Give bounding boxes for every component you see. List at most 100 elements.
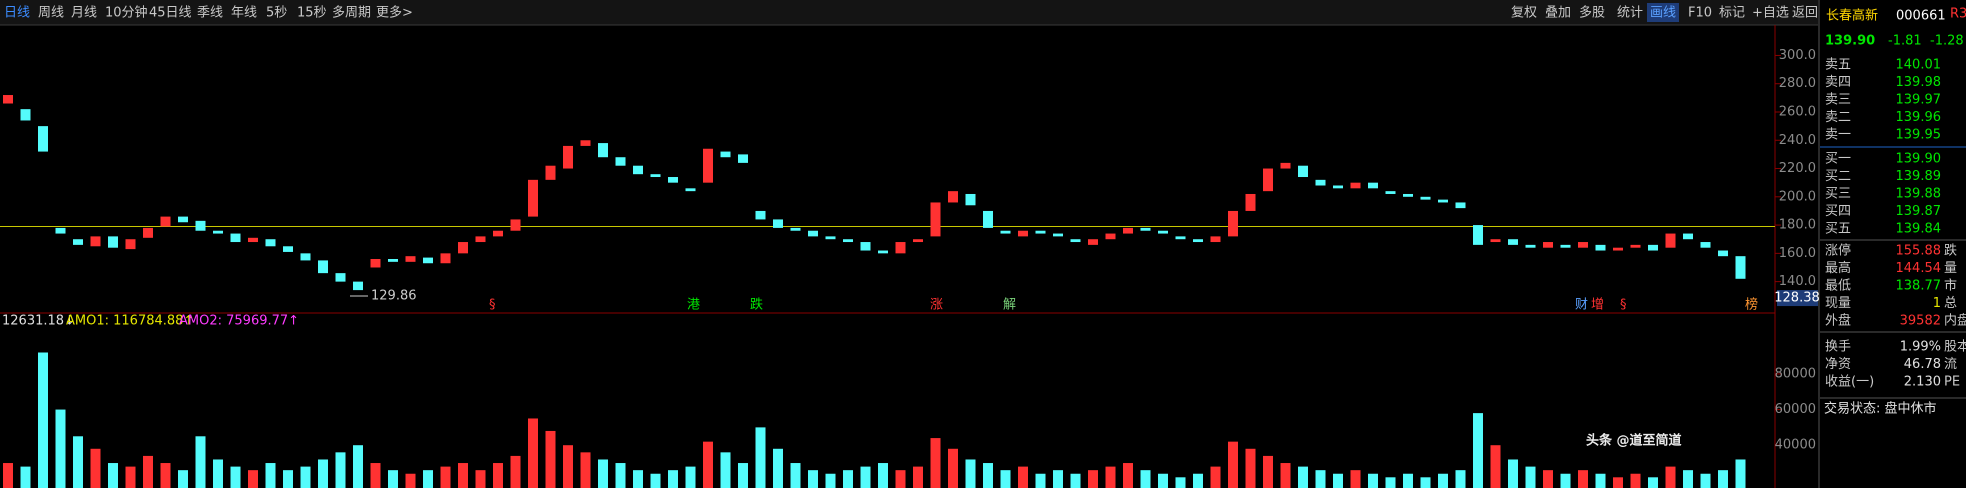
- price-marker: [1777, 290, 1818, 307]
- volume-bar: [825, 473, 836, 488]
- candle: [615, 157, 626, 166]
- candle: [1315, 179, 1326, 186]
- volume-bar: [773, 448, 783, 488]
- toolbar-button[interactable]: 多股: [1579, 5, 1605, 21]
- candle: [1455, 202, 1466, 209]
- volume-bar: [1420, 477, 1431, 488]
- toolbar-button[interactable]: 复权: [1511, 5, 1537, 21]
- stock-name: 长春高新: [1826, 8, 1878, 24]
- y-tick-label: 140.0: [1779, 274, 1816, 289]
- book-label: 卖四: [1825, 75, 1851, 90]
- candle: [38, 126, 48, 152]
- toolbar-tab[interactable]: 多周期: [332, 5, 371, 21]
- candle: [1385, 191, 1396, 194]
- book-label: 买一: [1825, 152, 1851, 167]
- toolbar-tab[interactable]: 45日线: [149, 6, 192, 21]
- toolbar-button[interactable]: 叠加: [1545, 6, 1571, 21]
- indicator-label: AMO2: 75969.77↑: [179, 314, 299, 329]
- stat-value: 1.99%: [1900, 340, 1941, 355]
- index-tag: R300: [1950, 7, 1966, 22]
- stat-value: 39582: [1900, 314, 1941, 329]
- event-label: 涨: [930, 298, 943, 313]
- candle: [1700, 242, 1711, 248]
- toolbar-tab[interactable]: 日线: [4, 6, 30, 21]
- stat-label: 外盘: [1825, 313, 1851, 329]
- book-price: 139.96: [1896, 110, 1942, 125]
- candle: [125, 239, 136, 250]
- volume-bar: [965, 459, 976, 488]
- candle: [1175, 236, 1186, 240]
- volume-bar: [528, 418, 538, 488]
- candle: [1193, 239, 1203, 243]
- volume-bar: [843, 470, 853, 488]
- candle: [1525, 244, 1536, 248]
- candle: [948, 191, 958, 203]
- candle: [1350, 182, 1361, 189]
- volume-bar: [1315, 470, 1326, 488]
- book-label: 买二: [1825, 169, 1851, 184]
- candle: [1053, 233, 1063, 237]
- book-price: 140.01: [1896, 58, 1942, 73]
- volume-bar: [178, 470, 188, 488]
- toolbar-button[interactable]: F10: [1688, 6, 1712, 21]
- toolbar-button[interactable]: 标记: [1719, 6, 1745, 21]
- volume-bar: [1140, 470, 1151, 488]
- volume-bar: [335, 452, 346, 488]
- volume-bar: [1368, 473, 1378, 488]
- volume-bar: [790, 463, 801, 488]
- toolbar-button[interactable]: 统计: [1617, 6, 1643, 21]
- toolbar-tab[interactable]: 年线: [231, 6, 257, 21]
- volume-bar: [808, 470, 818, 488]
- toolbar-tab[interactable]: 10分钟: [105, 5, 148, 21]
- candle: [1718, 250, 1728, 257]
- volume-bar: [1700, 473, 1711, 488]
- book-price: 139.97: [1896, 93, 1942, 108]
- candle: [598, 143, 608, 158]
- candle: [1735, 256, 1746, 279]
- volume-bar: [930, 438, 941, 488]
- toolbar-tab[interactable]: 月线: [71, 6, 97, 21]
- toolbar-button[interactable]: 画线: [1650, 6, 1676, 21]
- book-price: 139.84: [1896, 222, 1942, 237]
- volume-bar: [1000, 470, 1011, 488]
- toolbar-tab[interactable]: 周线: [38, 6, 64, 21]
- toolbar-tab[interactable]: 5秒: [266, 6, 287, 21]
- candle: [283, 246, 293, 252]
- stat-extra: 内盘: [1944, 313, 1966, 329]
- indicator-label: 12631.18↓: [2, 314, 75, 329]
- toolbar-button[interactable]: +自选: [1752, 6, 1789, 21]
- candle: [650, 174, 661, 178]
- stat-extra: 流: [1944, 357, 1957, 372]
- stat-value: 46.78: [1904, 357, 1941, 372]
- volume-bar: [1333, 473, 1343, 488]
- price-change-pct: -1.28: [1930, 34, 1964, 49]
- toolbar-tab[interactable]: 更多>: [376, 5, 413, 21]
- event-label: 增: [1591, 298, 1604, 313]
- volume-bar: [300, 466, 311, 488]
- volume-bar: [1560, 473, 1571, 488]
- stat-label: 现量: [1825, 296, 1851, 311]
- candle: [1123, 227, 1133, 234]
- candle: [265, 239, 276, 247]
- candle: [493, 230, 503, 237]
- volume-bar: [1613, 477, 1623, 488]
- stat-value: 155.88: [1896, 244, 1942, 259]
- toolbar-button[interactable]: 返回: [1792, 6, 1818, 21]
- y-tick-label: 240.0: [1779, 133, 1816, 148]
- candle: [510, 219, 521, 231]
- volume-bar: [755, 427, 766, 488]
- toolbar-tab[interactable]: 15秒: [297, 6, 327, 21]
- volume-bar: [248, 470, 258, 488]
- candle: [1000, 230, 1011, 234]
- book-label: 卖一: [1825, 128, 1851, 143]
- book-label: 卖二: [1825, 110, 1851, 125]
- candle: [1245, 193, 1256, 211]
- toolbar-tab[interactable]: 季线: [197, 6, 223, 21]
- stat-extra: PE: [1944, 375, 1960, 390]
- candle: [20, 109, 31, 121]
- stat-label: 净资: [1825, 357, 1851, 372]
- toolbar: [0, 0, 1818, 25]
- volume-bar: [1665, 466, 1676, 488]
